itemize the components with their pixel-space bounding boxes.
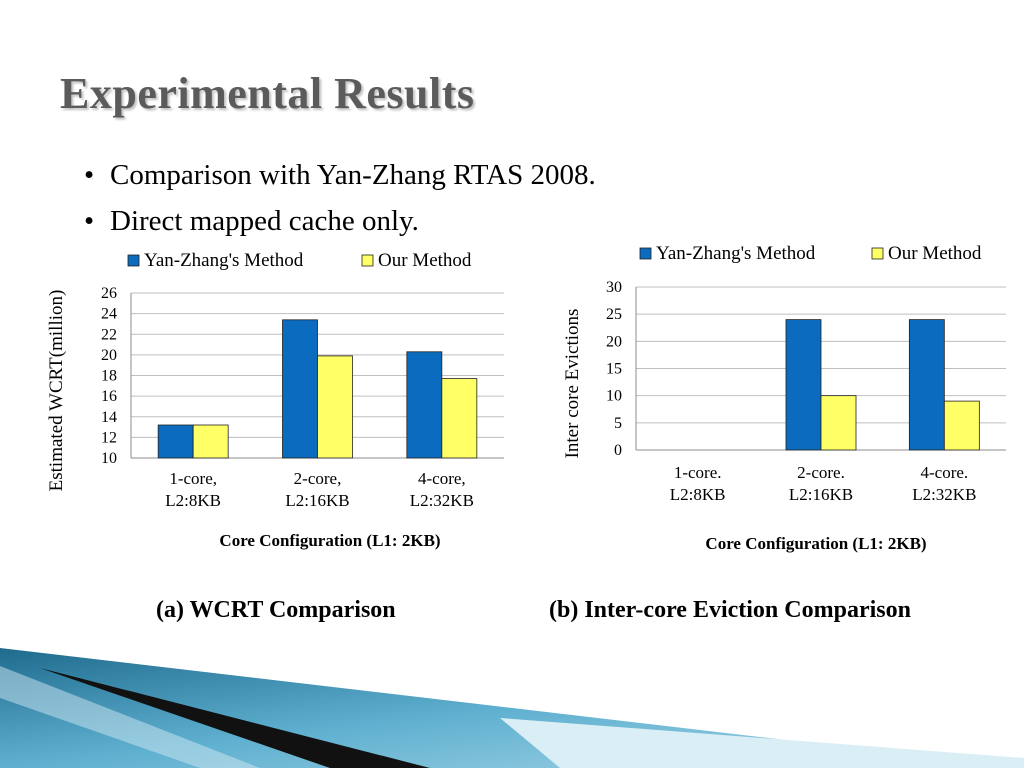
y-tick-label: 24 [101, 306, 117, 323]
bar-our-method [820, 395, 857, 451]
bar-our-method [943, 400, 980, 451]
legend-label-our-method: Our Method [378, 250, 472, 271]
legend-label-our-method: Our Method [888, 243, 982, 264]
legend-swatch-yan-zhang [639, 247, 652, 260]
bar-yan-zhang [406, 351, 443, 459]
bullet-list: • Comparison with Yan-Zhang RTAS 2008. •… [84, 152, 596, 244]
y-tick-label: 18 [101, 368, 117, 385]
x-category-label: 2-core. [797, 463, 845, 482]
y-tick-label: 30 [606, 279, 622, 296]
bar-yan-zhang [157, 424, 194, 459]
y-axis-label: Estimated WCRT(million) [46, 290, 67, 492]
legend-swatch-our-method [871, 247, 884, 260]
y-tick-label: 12 [101, 429, 117, 446]
y-tick-label: 5 [614, 415, 622, 432]
swoosh-light-stripe [0, 666, 260, 768]
caption-eviction-comparison: (b) Inter-core Eviction Comparison [549, 597, 911, 623]
y-tick-label: 14 [101, 409, 117, 426]
x-category-label: L2:32KB [410, 491, 474, 510]
bar-our-method [441, 378, 478, 459]
slide-title: Experimental Results [60, 69, 475, 118]
x-category-label: L2:8KB [165, 491, 221, 510]
bar-yan-zhang [785, 319, 822, 451]
bar-our-method [317, 355, 353, 459]
legend-label-yan-zhang: Yan-Zhang's Method [656, 243, 816, 264]
bullet-item: • Direct mapped cache only. [84, 198, 596, 244]
x-category-label: L2:16KB [789, 485, 853, 504]
x-category-label: 2-core, [294, 469, 342, 488]
y-tick-label: 15 [606, 361, 622, 378]
legend-label-yan-zhang: Yan-Zhang's Method [144, 250, 304, 271]
bullet-item: • Comparison with Yan-Zhang RTAS 2008. [84, 152, 596, 198]
bar-yan-zhang [282, 319, 318, 459]
x-axis-label: Core Configuration (L1: 2KB) [219, 531, 440, 550]
y-tick-label: 26 [101, 285, 117, 302]
bar-yan-zhang [908, 319, 945, 451]
x-category-label: 1-core, [169, 469, 217, 488]
x-category-label: L2:16KB [285, 491, 349, 510]
y-tick-label: 10 [606, 388, 622, 405]
bar-our-method [192, 424, 229, 459]
y-tick-label: 25 [606, 306, 622, 323]
x-category-label: 4-core, [418, 469, 466, 488]
y-tick-label: 10 [101, 450, 117, 467]
caption-wcrt-comparison: (a) WCRT Comparison [156, 597, 396, 623]
swoosh-pale-band [500, 718, 1024, 768]
y-tick-label: 20 [606, 333, 622, 350]
y-axis-label: Inter core Evictions [562, 309, 583, 459]
x-category-label: L2:8KB [670, 485, 726, 504]
x-category-label: 4-core. [920, 463, 968, 482]
decorative-swoosh [0, 648, 1024, 768]
swoosh-black-stripe [40, 668, 430, 768]
legend-swatch-yan-zhang [127, 254, 140, 267]
legend-swatch-our-method [361, 254, 374, 267]
x-category-label: 1-core. [674, 463, 722, 482]
y-tick-label: 0 [614, 442, 622, 459]
bullet-icon: • [84, 159, 95, 191]
y-tick-label: 20 [101, 347, 117, 364]
x-category-label: L2:32KB [912, 485, 976, 504]
bullet-text: Direct mapped cache only. [110, 205, 419, 237]
bullet-icon: • [84, 205, 95, 237]
bullet-text: Comparison with Yan-Zhang RTAS 2008. [110, 159, 596, 191]
y-tick-label: 22 [101, 326, 117, 343]
x-axis-label: Core Configuration (L1: 2KB) [705, 534, 926, 553]
y-tick-label: 16 [101, 388, 117, 405]
